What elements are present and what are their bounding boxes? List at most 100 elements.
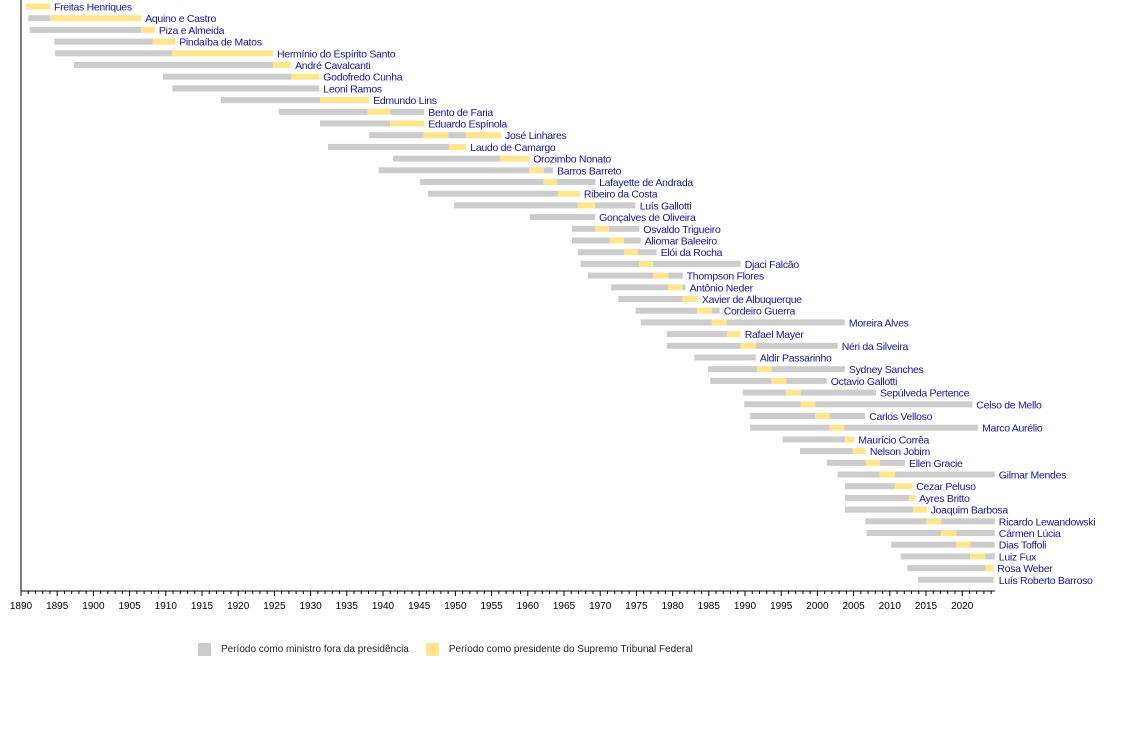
- ministry-bar: [815, 401, 973, 408]
- ministry-bar: [320, 120, 391, 127]
- ministry-bar: [220, 97, 320, 104]
- justice-name-label: Eduardo Espínola: [428, 119, 507, 131]
- x-tick-label: 1920: [227, 601, 250, 612]
- ministry-bar: [172, 85, 320, 92]
- x-tick-label: 1980: [661, 601, 684, 612]
- ministry-bar: [587, 272, 654, 279]
- x-tick-label: 1945: [408, 601, 431, 612]
- presidency-bar: [448, 143, 467, 150]
- legend-swatch-ministro: [198, 643, 211, 656]
- ministry-bar: [653, 260, 741, 267]
- ministry-bar: [970, 541, 995, 548]
- justice-name-label: Rosa Weber: [997, 563, 1053, 575]
- x-tick-label: 1890: [10, 601, 33, 612]
- ministry-bar: [750, 413, 816, 419]
- ministry-bar: [907, 565, 986, 572]
- x-tick-label: 2005: [842, 601, 865, 612]
- x-tick-label: 2000: [806, 601, 829, 612]
- ministry-bar: [800, 389, 876, 396]
- ministry-bar: [666, 342, 741, 349]
- justice-name-label: Lafayette de Andrada: [599, 177, 693, 189]
- presidency-bar: [423, 132, 449, 139]
- ministry-bar: [556, 179, 596, 185]
- presidency-bar: [529, 167, 544, 174]
- ministry-bar: [54, 38, 153, 45]
- ministry-bar: [844, 424, 979, 431]
- ministry-bar: [577, 249, 625, 256]
- justice-name-label: Gonçalves de Oliveira: [599, 212, 696, 224]
- justice-name-label: Gilmar Mendes: [999, 470, 1066, 482]
- justice-name-label: Ribeiro da Costa: [584, 189, 658, 201]
- presidency-bar: [941, 530, 957, 536]
- ministry-bar: [985, 553, 995, 560]
- presidency-bar: [595, 225, 609, 232]
- ministry-bar: [726, 319, 845, 326]
- ministry-bar: [29, 26, 142, 33]
- x-tick-label: 2020: [951, 601, 974, 612]
- ministry-bar: [624, 237, 641, 244]
- ministry-bar: [543, 167, 554, 174]
- justice-name-label: Freitas Henriques: [54, 2, 132, 14]
- presidency-bar: [624, 249, 638, 256]
- x-tick-label: 1930: [299, 601, 322, 612]
- ministry-bar: [682, 284, 686, 291]
- ministry-bar: [844, 483, 895, 490]
- justice-name-label: Ayres Britto: [919, 493, 970, 505]
- presidency-bar: [909, 494, 916, 501]
- justice-name-label: José Linhares: [505, 130, 567, 142]
- legend-swatch-presidente: [425, 643, 439, 656]
- justice-name-label: Thompson Flores: [687, 271, 764, 283]
- ministry-bar: [711, 307, 720, 314]
- justice-name-label: Orozimbo Nonato: [533, 154, 611, 166]
- ministry-bar: [608, 225, 640, 232]
- x-tick-label: 1895: [46, 601, 69, 612]
- presidency-bar: [757, 366, 772, 373]
- justice-name-label: Rafael Mayer: [745, 329, 805, 341]
- ministry-bar: [800, 448, 853, 455]
- justice-name-label: Bento de Faria: [428, 107, 493, 119]
- ministry-bar: [866, 530, 942, 536]
- justice-name-label: Elói da Rocha: [661, 247, 723, 259]
- bars-layer: [26, 3, 995, 583]
- ministry-bar: [742, 389, 787, 396]
- ministry-bar: [786, 377, 827, 384]
- ministry-bar: [618, 296, 683, 302]
- presidency-bar: [141, 26, 155, 33]
- ministry-bar: [393, 155, 501, 162]
- ministry-bar: [572, 237, 610, 244]
- ministry-bar: [378, 167, 530, 174]
- presidency-bar: [771, 377, 787, 384]
- ministry-bar: [55, 50, 173, 57]
- justice-name-label: Aquino e Castro: [145, 13, 216, 25]
- legend-item-ministro: Período como ministro fora da presidênci…: [198, 643, 409, 656]
- x-tick-label: 1965: [553, 601, 576, 612]
- ministry-bar: [419, 179, 544, 185]
- presidency-bar: [543, 179, 557, 185]
- presidency-bar: [815, 413, 830, 419]
- ministry-bar: [278, 108, 368, 115]
- presidency-bar: [913, 506, 927, 513]
- ministry-bar: [28, 15, 50, 22]
- ministry-bar: [956, 530, 995, 536]
- justice-name-label: Cordeiro Guerra: [724, 306, 796, 318]
- x-tick-label: 1940: [372, 601, 395, 612]
- presidency-bar: [291, 73, 320, 80]
- ministry-bar: [454, 202, 578, 209]
- justice-name-label: André Cavalcanti: [295, 60, 370, 72]
- x-tick-label: 1950: [444, 601, 467, 612]
- justice-name-label: Aldir Passarinho: [760, 353, 832, 365]
- justice-name-label: Maurício Corrêa: [858, 434, 929, 446]
- ministry-bar: [328, 143, 449, 150]
- ministry-bar: [666, 331, 727, 338]
- presidency-bar: [786, 389, 801, 396]
- justice-name-label: Xavier de Albuquerque: [702, 294, 802, 306]
- presidency-bar: [50, 15, 142, 22]
- legend: Período como ministro fora da presidênci…: [198, 643, 710, 656]
- justice-name-label: Moreira Alves: [849, 317, 909, 329]
- x-tick-label: 1900: [82, 601, 105, 612]
- justice-name-label: Cármen Lúcia: [999, 528, 1061, 540]
- justice-name-label: Aliomar Baleeiro: [645, 236, 718, 248]
- ministry-bar: [750, 424, 830, 431]
- ministry-bar: [826, 459, 866, 466]
